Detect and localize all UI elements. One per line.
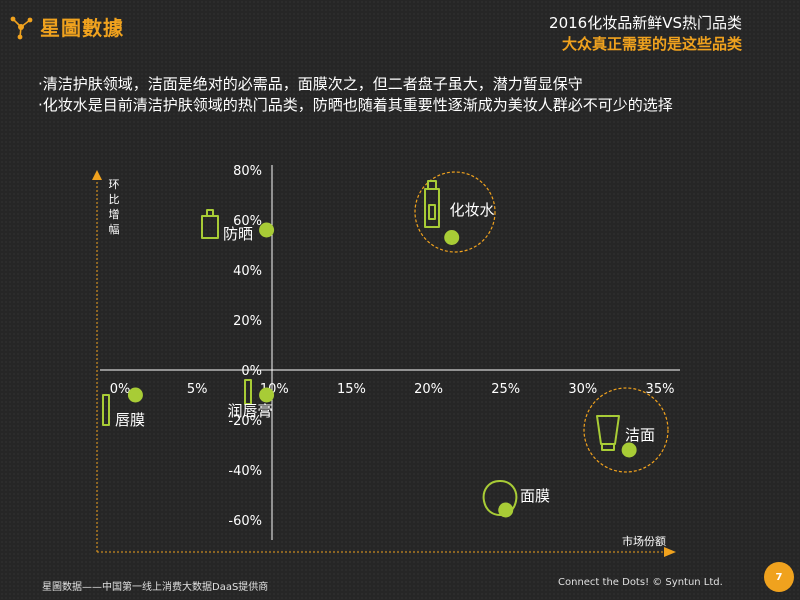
data-point	[498, 502, 514, 518]
data-point	[621, 442, 637, 458]
y-tick-label: -20%	[228, 414, 262, 429]
x-indicator-arrow	[664, 547, 676, 557]
point-label: 润唇膏	[227, 402, 272, 420]
y-indicator-arrow	[92, 170, 102, 180]
cleanser-tube-icon	[596, 415, 620, 451]
x-tick-label: 35%	[646, 382, 675, 397]
data-point	[259, 222, 275, 238]
y-axis-label: 环	[109, 178, 120, 191]
data-point	[444, 230, 460, 245]
x-tick-label: 30%	[568, 382, 597, 397]
x-tick-label: 25%	[491, 382, 520, 397]
page-header: 2016化妆品新鲜VS热门品类 大众真正需要的是这些品类	[549, 13, 742, 55]
y-tick-label: 40%	[233, 264, 262, 279]
y-tick-label: 80%	[233, 164, 262, 179]
y-axis-label: 比	[109, 193, 120, 206]
face-mask-icon	[482, 480, 518, 516]
point-label: 面膜	[520, 487, 550, 505]
highlight-ring	[583, 387, 669, 473]
sunscreen-bottle-icon	[201, 209, 219, 239]
brand-logo: 星圖數據	[8, 12, 124, 41]
x-tick-label: 15%	[337, 382, 366, 397]
y-tick-label: 60%	[233, 214, 262, 229]
y-tick-label: 0%	[241, 364, 262, 379]
footer-copyright: Connect the Dots! © Syntun Ltd.	[558, 577, 723, 588]
brand-name: 星圖數據	[40, 16, 124, 40]
x-tick-label: 20%	[414, 382, 443, 397]
x-axis-label: 市场份额	[622, 534, 666, 548]
data-point	[259, 387, 275, 403]
lip-mask-tube-icon	[102, 394, 110, 426]
summary-bullets: ·清洁护肤领域，洁面是绝对的必需品，面膜次之，但二者盘子虽大，潜力暂显保守 ·化…	[38, 74, 768, 116]
point-label: 洁面	[625, 426, 655, 444]
bullet-2: ·化妆水是目前清洁护肤领域的热门品类，防晒也随着其重要性逐渐成为美妆人群必不可少…	[38, 96, 673, 114]
x-tick-label: 5%	[187, 382, 208, 397]
page-subtitle: 大众真正需要的是这些品类	[561, 35, 742, 53]
page-title: 2016化妆品新鲜VS热门品类	[549, 14, 742, 32]
footer-tagline: 星圖数据——中国第一线上消费大数据DaaS提供商	[42, 582, 269, 593]
highlight-ring	[414, 171, 496, 253]
page-number-badge: 7	[764, 562, 794, 592]
point-label: 防晒	[223, 225, 253, 243]
lip-balm-icon	[244, 379, 252, 405]
network-nodes-icon	[10, 16, 33, 39]
bullet-1: ·清洁护肤领域，洁面是绝对的必需品，面膜次之，但二者盘子虽大，潜力暂显保守	[38, 75, 583, 93]
y-tick-label: -40%	[228, 464, 262, 479]
y-tick-label: 20%	[233, 314, 262, 329]
y-axis-label: 幅	[109, 223, 120, 236]
point-label: 化妆水	[449, 201, 494, 219]
y-axis-label: 增	[109, 207, 120, 221]
toner-bottle-icon	[424, 180, 440, 228]
point-label: 唇膜	[115, 411, 145, 429]
x-tick-label: 0%	[110, 382, 131, 397]
data-point	[127, 387, 143, 403]
y-tick-label: -60%	[228, 514, 262, 529]
